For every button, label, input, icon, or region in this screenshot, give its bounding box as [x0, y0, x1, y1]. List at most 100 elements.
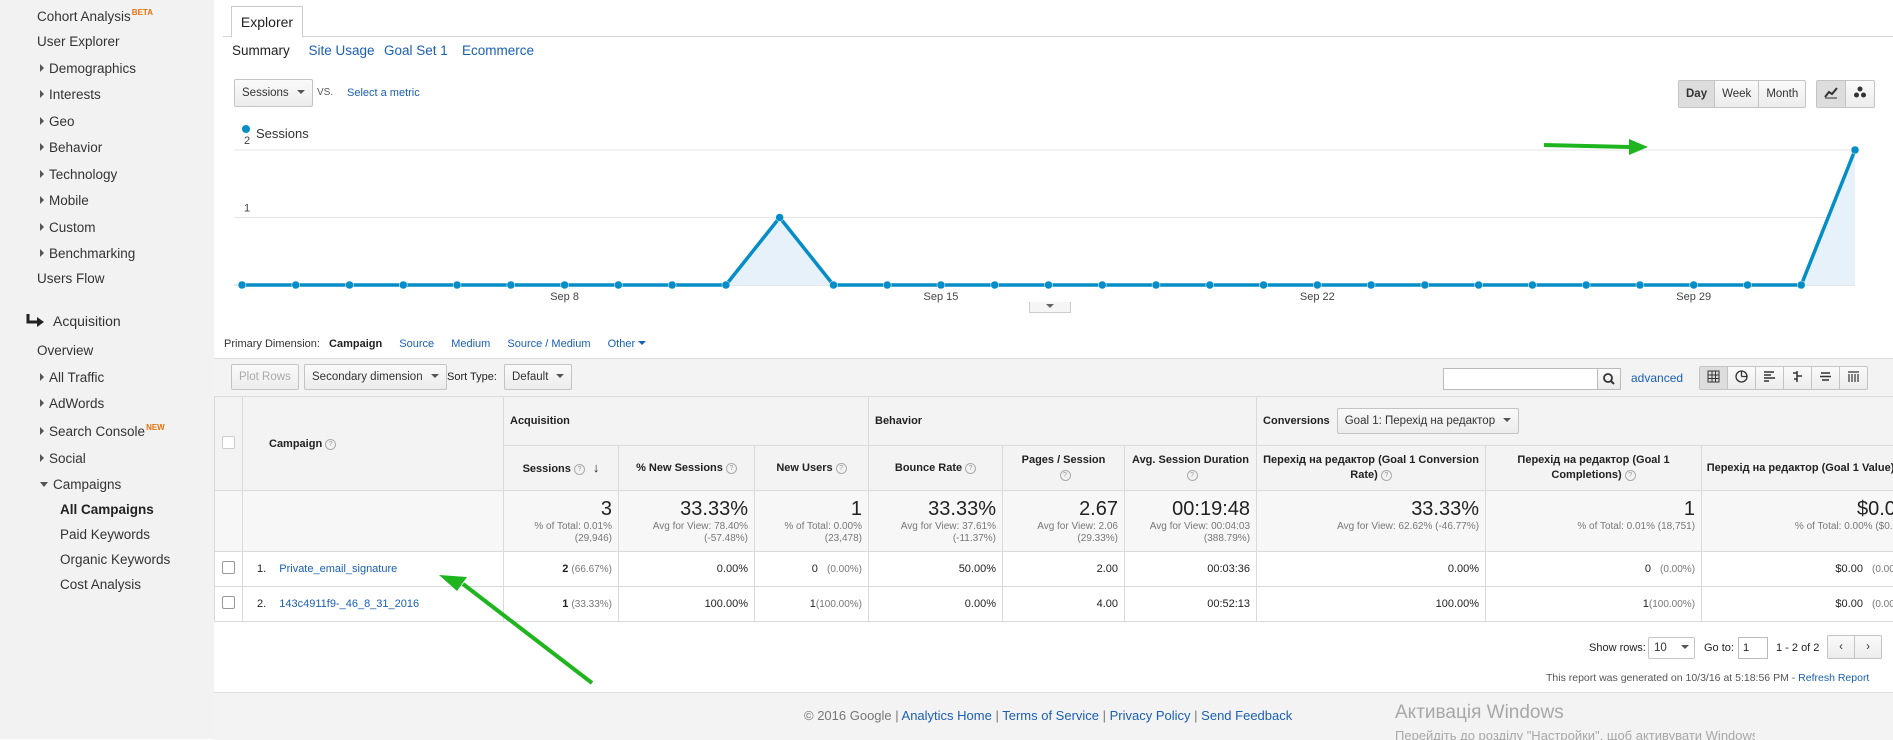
goal-select[interactable]: Goal 1: Перехід на редактор	[1337, 408, 1519, 434]
prev-page-button[interactable]: ‹	[1828, 636, 1855, 658]
show-rows-select[interactable]: 10	[1648, 637, 1695, 659]
goto-input[interactable]: 1	[1738, 637, 1768, 659]
data-point[interactable]	[346, 281, 354, 289]
table-search-input[interactable]	[1443, 368, 1598, 390]
data-point[interactable]	[1367, 281, 1375, 289]
data-point[interactable]	[1690, 281, 1698, 289]
sidebar-item-cost-analysis[interactable]: Cost Analysis	[60, 577, 141, 592]
row-checkbox[interactable]	[222, 596, 235, 609]
footer-link-privacy[interactable]: Privacy Policy	[1110, 708, 1191, 723]
data-point[interactable]	[1851, 146, 1859, 154]
col-bounce-rate[interactable]: Bounce Rate?	[869, 446, 1003, 491]
data-point[interactable]	[453, 281, 461, 289]
sidebar-item-benchmarking[interactable]: Benchmarking	[40, 246, 135, 261]
row-checkbox[interactable]	[222, 561, 235, 574]
sort-type-select[interactable]: Default	[504, 364, 572, 390]
help-icon[interactable]: ?	[726, 463, 737, 474]
data-point[interactable]	[1206, 281, 1214, 289]
data-point[interactable]	[1313, 281, 1321, 289]
footer-link-analytics-home[interactable]: Analytics Home	[902, 708, 992, 723]
sidebar-item-campaigns[interactable]: Campaigns	[40, 477, 121, 492]
performance-view-button[interactable]	[1756, 367, 1784, 389]
sidebar-item-search-console[interactable]: Search ConsoleNEW	[40, 423, 165, 439]
data-view-button[interactable]	[1700, 367, 1728, 389]
sidebar-item-user-explorer[interactable]: User Explorer	[37, 34, 120, 49]
data-point[interactable]	[1528, 281, 1536, 289]
pivot-view-button[interactable]	[1840, 367, 1867, 389]
sidebar-item-all-traffic[interactable]: All Traffic	[40, 370, 104, 385]
secondary-dimension-select[interactable]: Secondary dimension	[304, 364, 447, 390]
help-icon[interactable]: ?	[965, 463, 976, 474]
sidebar-item-users-flow[interactable]: Users Flow	[37, 271, 105, 286]
dimension-source-medium[interactable]: Source / Medium	[507, 338, 590, 350]
col-new-users[interactable]: New Users?	[755, 446, 869, 491]
help-icon[interactable]: ?	[1060, 470, 1071, 481]
data-point[interactable]	[937, 281, 945, 289]
sidebar-item-behavior[interactable]: Behavior	[40, 140, 102, 155]
data-point[interactable]	[883, 281, 891, 289]
data-point[interactable]	[1260, 281, 1268, 289]
help-icon[interactable]: ?	[1625, 470, 1636, 481]
data-point[interactable]	[1636, 281, 1644, 289]
data-point[interactable]	[561, 281, 569, 289]
data-point[interactable]	[668, 281, 676, 289]
sidebar-item-demographics[interactable]: Demographics	[40, 61, 136, 76]
sidebar-item-adwords[interactable]: AdWords	[40, 396, 104, 411]
data-point[interactable]	[1045, 281, 1053, 289]
help-icon[interactable]: ?	[574, 464, 585, 475]
sidebar-item-organic-keywords[interactable]: Organic Keywords	[60, 552, 170, 567]
data-point[interactable]	[614, 281, 622, 289]
dimension-medium[interactable]: Medium	[451, 338, 490, 350]
dimension-source[interactable]: Source	[399, 338, 434, 350]
comparison-view-button[interactable]	[1784, 367, 1812, 389]
sidebar-item-paid-keywords[interactable]: Paid Keywords	[60, 527, 150, 542]
sidebar-item-technology[interactable]: Technology	[40, 167, 117, 182]
data-point[interactable]	[1421, 281, 1429, 289]
col-avg-duration[interactable]: Avg. Session Duration?	[1125, 446, 1257, 491]
col-pages-session[interactable]: Pages / Session?	[1003, 446, 1125, 491]
help-icon[interactable]: ?	[1187, 470, 1198, 481]
data-point[interactable]	[991, 281, 999, 289]
refresh-report-link[interactable]: Refresh Report	[1798, 672, 1869, 684]
dimension-campaign[interactable]: Campaign	[329, 338, 382, 350]
help-icon[interactable]: ?	[836, 463, 847, 474]
chart-collapse-handle[interactable]	[1029, 302, 1071, 313]
data-point[interactable]	[1152, 281, 1160, 289]
data-point[interactable]	[1475, 281, 1483, 289]
data-point[interactable]	[1743, 281, 1751, 289]
data-point[interactable]	[507, 281, 515, 289]
sidebar-item-overview[interactable]: Overview	[37, 343, 93, 358]
sidebar-item-all-campaigns[interactable]: All Campaigns	[60, 502, 154, 517]
term-cloud-view-button[interactable]	[1812, 367, 1840, 389]
footer-link-terms[interactable]: Terms of Service	[1002, 708, 1099, 723]
data-point[interactable]	[1098, 281, 1106, 289]
sidebar-item-mobile[interactable]: Mobile	[40, 193, 89, 208]
col-conv-rate[interactable]: Перехід на редактор (Goal 1 Conversion R…	[1257, 446, 1486, 491]
col-sessions[interactable]: Sessions?↓	[504, 446, 619, 491]
data-point[interactable]	[238, 281, 246, 289]
next-page-button[interactable]: ›	[1855, 636, 1881, 658]
col-completions[interactable]: Перехід на редактор (Goal 1 Completions)…	[1486, 446, 1702, 491]
sidebar-item-cohort-analysis[interactable]: Cohort AnalysisBETA	[37, 8, 153, 24]
campaign-header[interactable]: Campaign?	[243, 397, 504, 491]
col-goal-value[interactable]: Перехід на редактор (Goal 1 Value)?	[1702, 446, 1893, 491]
search-button[interactable]	[1597, 368, 1621, 390]
data-point[interactable]	[1582, 281, 1590, 289]
data-point[interactable]	[722, 281, 730, 289]
sidebar-item-social[interactable]: Social	[40, 451, 86, 466]
sidebar-item-custom[interactable]: Custom	[40, 220, 96, 235]
advanced-filter-link[interactable]: advanced	[1631, 371, 1683, 385]
data-point[interactable]	[292, 281, 300, 289]
data-point[interactable]	[829, 281, 837, 289]
help-icon[interactable]: ?	[325, 439, 336, 450]
data-point[interactable]	[776, 214, 784, 222]
select-all-checkbox[interactable]	[222, 436, 235, 449]
campaign-link[interactable]: 143c4911f9-_46_8_31_2016	[279, 598, 419, 610]
campaign-link[interactable]: Private_email_signature	[279, 563, 397, 575]
dimension-other[interactable]: Other	[608, 338, 647, 350]
data-point[interactable]	[399, 281, 407, 289]
percentage-view-button[interactable]	[1728, 367, 1756, 389]
col-new-sessions[interactable]: % New Sessions?	[619, 446, 755, 491]
data-point[interactable]	[1797, 281, 1805, 289]
help-icon[interactable]: ?	[1381, 470, 1392, 481]
